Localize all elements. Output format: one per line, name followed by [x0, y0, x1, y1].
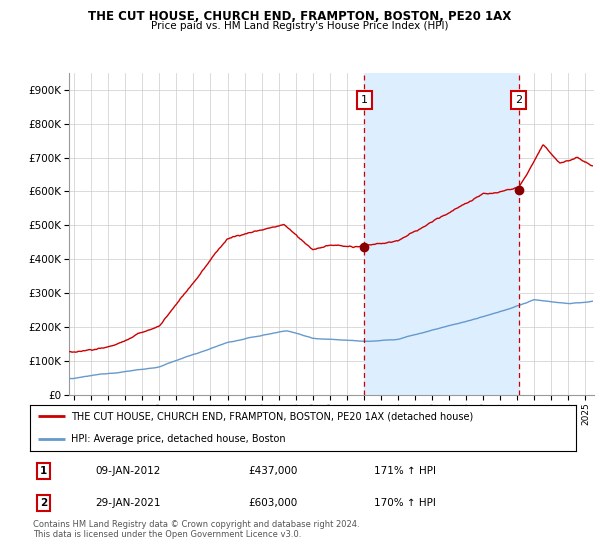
Text: 29-JAN-2021: 29-JAN-2021 — [95, 498, 161, 508]
Text: 2: 2 — [40, 498, 47, 508]
Text: 2: 2 — [515, 95, 522, 105]
Text: THE CUT HOUSE, CHURCH END, FRAMPTON, BOSTON, PE20 1AX (detached house): THE CUT HOUSE, CHURCH END, FRAMPTON, BOS… — [71, 412, 473, 421]
Text: Price paid vs. HM Land Registry's House Price Index (HPI): Price paid vs. HM Land Registry's House … — [151, 21, 449, 31]
Text: HPI: Average price, detached house, Boston: HPI: Average price, detached house, Bost… — [71, 435, 286, 444]
Text: 1: 1 — [361, 95, 368, 105]
Text: 1: 1 — [40, 466, 47, 476]
Text: £437,000: £437,000 — [248, 466, 298, 476]
Text: 170% ↑ HPI: 170% ↑ HPI — [374, 498, 436, 508]
Text: 171% ↑ HPI: 171% ↑ HPI — [374, 466, 436, 476]
Text: 09-JAN-2012: 09-JAN-2012 — [95, 466, 161, 476]
Text: £603,000: £603,000 — [248, 498, 298, 508]
Bar — [364, 73, 518, 395]
Text: THE CUT HOUSE, CHURCH END, FRAMPTON, BOSTON, PE20 1AX: THE CUT HOUSE, CHURCH END, FRAMPTON, BOS… — [88, 10, 512, 22]
Text: Contains HM Land Registry data © Crown copyright and database right 2024.
This d: Contains HM Land Registry data © Crown c… — [33, 520, 359, 539]
